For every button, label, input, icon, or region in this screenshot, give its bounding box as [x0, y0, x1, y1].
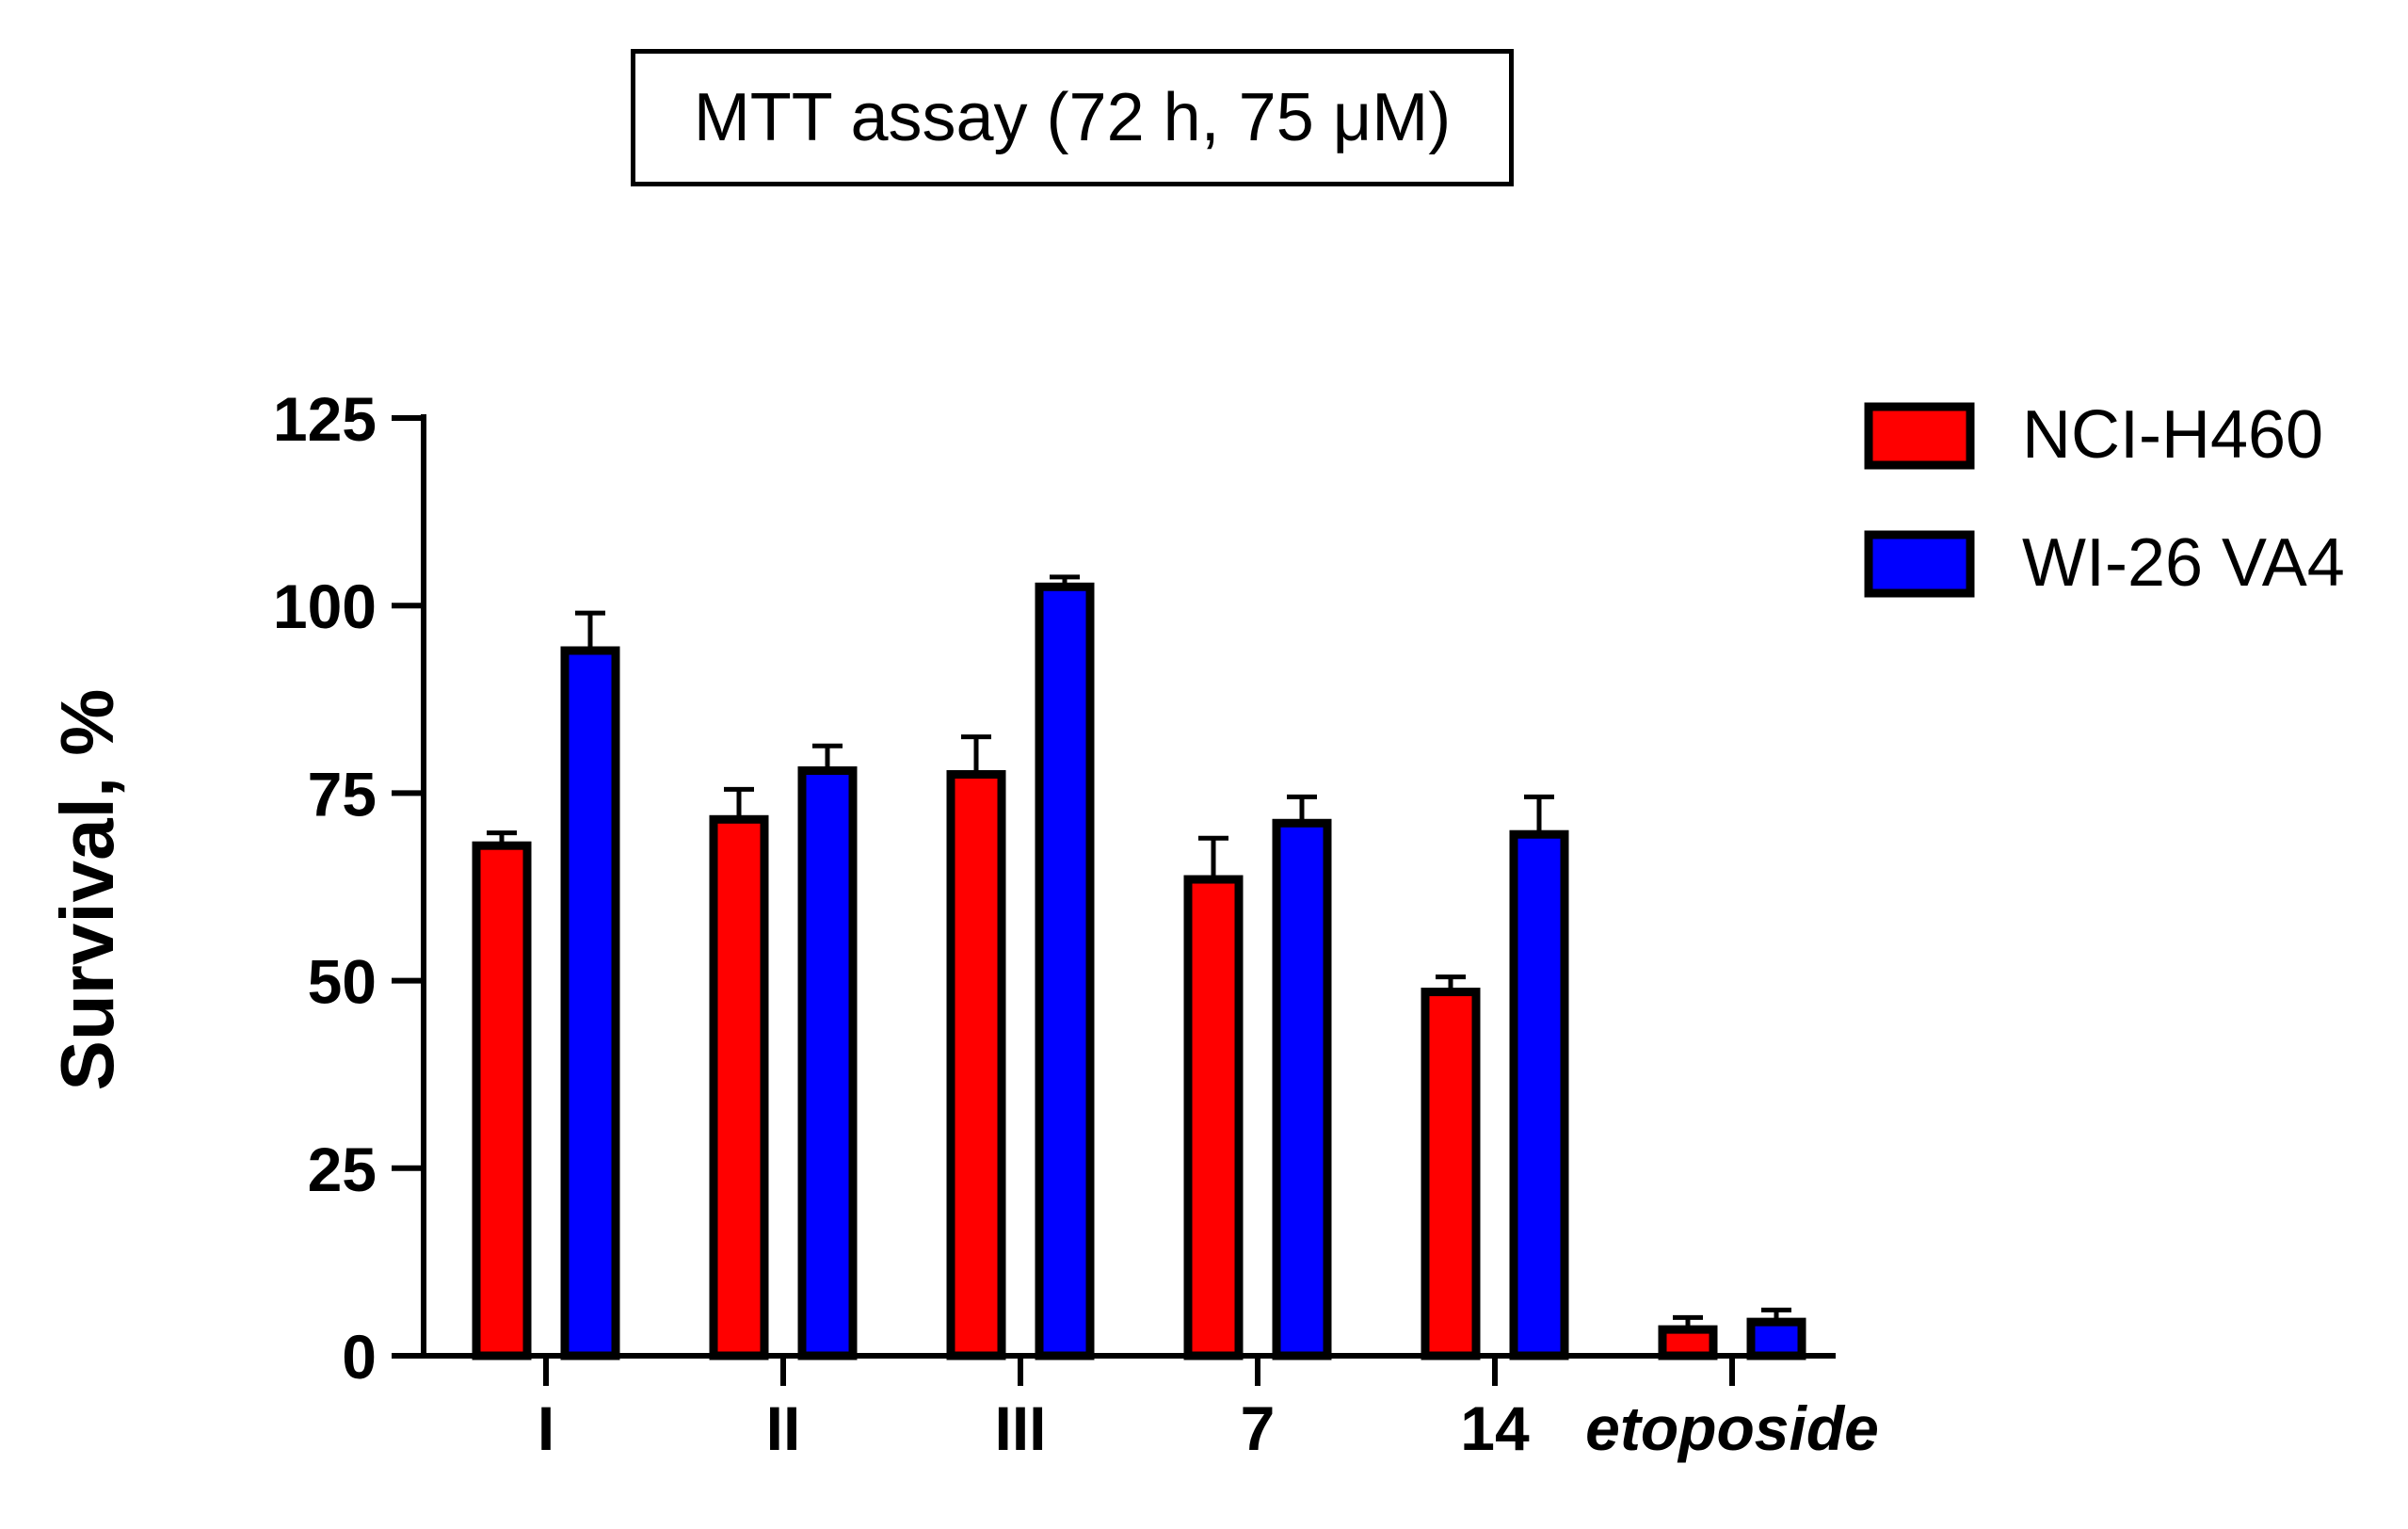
x-tick-label: 14 [1460, 1393, 1530, 1463]
y-tick-label: 75 [308, 759, 377, 829]
chart-title: MTT assay (72 h, 75 μM) [631, 49, 1514, 186]
y-tick-label: 100 [273, 571, 377, 641]
y-tick-label: 125 [273, 384, 377, 454]
x-tick-label: 7 [1241, 1393, 1276, 1463]
bar-wi-26-va4 [1272, 818, 1332, 1360]
x-tick-label: II [766, 1393, 801, 1463]
bar-nci-h460 [709, 814, 769, 1360]
bar-wi-26-va4 [1509, 829, 1569, 1360]
y-axis-label: Survival, % [45, 689, 129, 1091]
x-tick-label: etoposide [1585, 1393, 1879, 1463]
bar-nci-h460 [1658, 1325, 1718, 1360]
legend-swatch [1864, 530, 1975, 598]
bar-nci-h460 [472, 841, 532, 1360]
bar-nci-h460 [946, 769, 1006, 1360]
legend-swatch [1864, 402, 1975, 470]
bar-wi-26-va4 [1035, 582, 1095, 1360]
x-tick-label: I [538, 1393, 554, 1463]
y-tick-label: 0 [342, 1322, 377, 1392]
bar-wi-26-va4 [1746, 1317, 1806, 1360]
y-tick-label: 25 [308, 1135, 377, 1204]
x-tick-label: III [994, 1393, 1046, 1463]
bar-nci-h460 [1183, 875, 1244, 1360]
bar-nci-h460 [1421, 988, 1481, 1360]
y-tick-label: 50 [308, 947, 377, 1017]
legend-label: WI-26 VA4 [2022, 525, 2345, 601]
bar-wi-26-va4 [560, 646, 620, 1360]
bar-wi-26-va4 [797, 765, 858, 1360]
legend-label: NCI-H460 [2022, 397, 2323, 473]
